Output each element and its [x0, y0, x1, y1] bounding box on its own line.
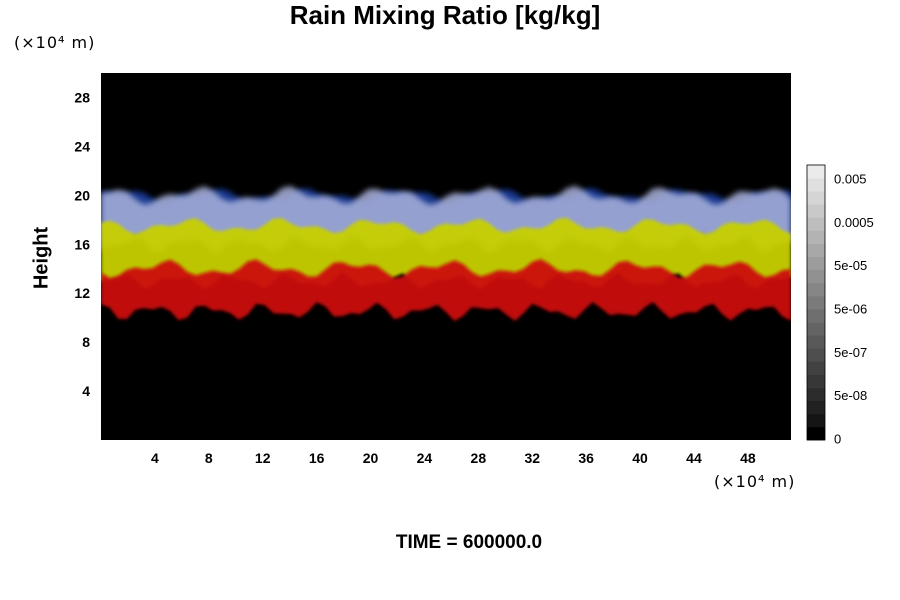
colorbar-cell	[807, 335, 825, 349]
x-tick-label: 12	[255, 450, 271, 466]
x-tick-label: 36	[578, 450, 594, 466]
x-axis-unit: (×10⁴ m)	[714, 472, 796, 491]
colorbar-tick-label: 5e-08	[834, 388, 867, 403]
x-tick-label: 16	[309, 450, 325, 466]
x-tick-label: 48	[740, 450, 756, 466]
colorbar: 0.005 0.0005 5e-05 5e-06 5e-07 5e-08 0	[806, 164, 874, 447]
colorbar-tick-label: 0.005	[834, 172, 867, 187]
colorbar-tick-label: 0	[834, 432, 841, 447]
y-tick-label: 16	[74, 236, 90, 252]
x-axis: 4 8 12 16 20 24 28 32 36 40 44 48	[151, 450, 756, 466]
colorbar-cell	[807, 165, 825, 179]
colorbar-cell	[807, 269, 825, 284]
y-tick-label: 20	[74, 187, 90, 203]
colorbar-cell	[807, 243, 825, 257]
chart-title: Rain Mixing Ratio [kg/kg]	[289, 0, 601, 30]
colorbar-cell	[807, 348, 825, 362]
y-axis-unit: (×10⁴ m)	[14, 33, 96, 52]
colorbar-cell	[807, 230, 825, 244]
time-label: TIME = 600000.0	[395, 532, 543, 553]
y-tick-label: 28	[74, 89, 90, 105]
band-red	[101, 259, 791, 322]
colorbar-cell	[807, 413, 825, 428]
colorbar-cell	[807, 204, 825, 218]
colorbar-cell	[807, 309, 825, 323]
x-tick-label: 20	[363, 450, 379, 466]
colorbar-cell	[807, 295, 825, 310]
x-tick-label: 44	[686, 450, 702, 466]
colorbar-cell	[807, 191, 825, 205]
x-tick-label: 28	[471, 450, 487, 466]
y-tick-label: 24	[74, 138, 90, 154]
colorbar-cell	[807, 282, 825, 297]
colorbar-cell	[807, 256, 825, 271]
colorbar-tick-label: 5e-05	[834, 258, 867, 273]
colorbar-outline	[806, 164, 826, 441]
colorbar-tick-label: 5e-07	[834, 345, 867, 360]
colorbar-cell	[807, 217, 825, 231]
y-axis: 4 8 12 16 20 24 28	[74, 89, 90, 399]
colorbar-cell	[807, 374, 825, 388]
colorbar-cell	[807, 400, 825, 415]
y-tick-label: 8	[82, 334, 90, 350]
x-tick-label: 32	[524, 450, 540, 466]
colorbar-tick-label: 5e-06	[834, 302, 867, 317]
x-tick-label: 40	[632, 450, 648, 466]
colorbar-cell	[807, 387, 825, 402]
colorbar-cell	[807, 322, 825, 336]
x-tick-label: 4	[151, 450, 159, 466]
colorbar-cell	[807, 361, 825, 375]
y-tick-label: 12	[74, 285, 90, 301]
colorbar-tick-label: 0.0005	[834, 215, 874, 230]
x-tick-label: 24	[417, 450, 433, 466]
x-tick-label: 8	[205, 450, 213, 466]
colorbar-cell	[807, 178, 825, 192]
y-tick-label: 4	[82, 383, 90, 399]
colorbar-cell	[807, 426, 825, 441]
rain-field	[101, 185, 791, 322]
